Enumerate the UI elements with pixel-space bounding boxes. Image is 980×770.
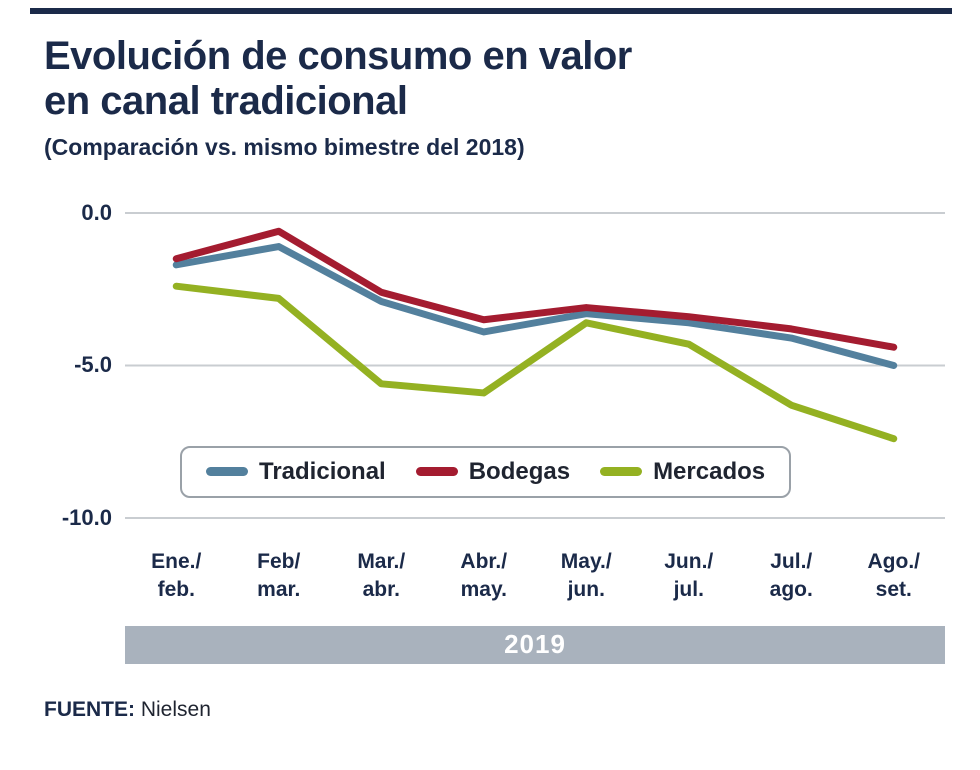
- page-title: Evolución de consumo en valor en canal t…: [44, 34, 980, 124]
- y-axis-tick-label: -5.0: [74, 352, 112, 378]
- legend-item-mercados: Mercados: [600, 458, 765, 486]
- chart-legend: Tradicional Bodegas Mercados: [180, 445, 792, 498]
- x-axis-tick-label: Jun./jul.: [664, 549, 714, 601]
- title-line-1: Evolución de consumo en valor: [44, 34, 632, 78]
- x-axis-tick-label: Feb/mar.: [257, 549, 301, 601]
- legend-swatch-tradicional: [206, 467, 248, 477]
- y-axis-tick-label: 0.0: [81, 199, 112, 225]
- legend-label-tradicional: Tradicional: [259, 457, 386, 485]
- legend-label-mercados: Mercados: [653, 457, 766, 485]
- legend-swatch-mercados: [600, 467, 643, 477]
- x-axis-labels: Ene./feb. Feb/mar. Mar./abr. Abr./may. May./…: [0, 538, 980, 612]
- legend-item-tradicional: Tradicional: [206, 458, 386, 486]
- x-axis-tick-label: Ago./set.: [867, 549, 921, 601]
- series-line-mercados: [172, 282, 898, 442]
- legend-item-bodegas: Bodegas: [415, 457, 571, 486]
- x-axis-tick-label: Jul./ago.: [769, 549, 813, 601]
- source-label: FUENTE:: [44, 697, 135, 721]
- year-band: 2019: [125, 625, 945, 664]
- y-axis-tick-label: -10.0: [61, 504, 112, 530]
- x-axis-tick-label: Abr./may.: [460, 549, 508, 601]
- top-accent-rule: [30, 8, 952, 14]
- series-line-tradicional: [172, 242, 898, 369]
- x-axis-tick-label: Ene./feb.: [151, 549, 202, 601]
- title-line-2: en canal tradicional: [44, 78, 408, 123]
- page-subtitle: (Comparación vs. mismo bimestre del 2018…: [44, 133, 525, 160]
- x-axis-tick-label: Mar./abr.: [357, 549, 406, 601]
- legend-label-bodegas: Bodegas: [468, 457, 571, 485]
- x-axis-tick-label: May./jun.: [560, 549, 612, 601]
- source-value: Nielsen: [140, 697, 211, 721]
- series-line-bodegas: [172, 227, 898, 351]
- line-chart-area: 0.0 -5.0 -10.0 Tradicional Bodegas Mercado…: [0, 193, 980, 538]
- line-chart-svg: [125, 211, 945, 519]
- source-line: FUENTE: Nielsen: [44, 698, 980, 722]
- legend-swatch-bodegas: [415, 467, 458, 477]
